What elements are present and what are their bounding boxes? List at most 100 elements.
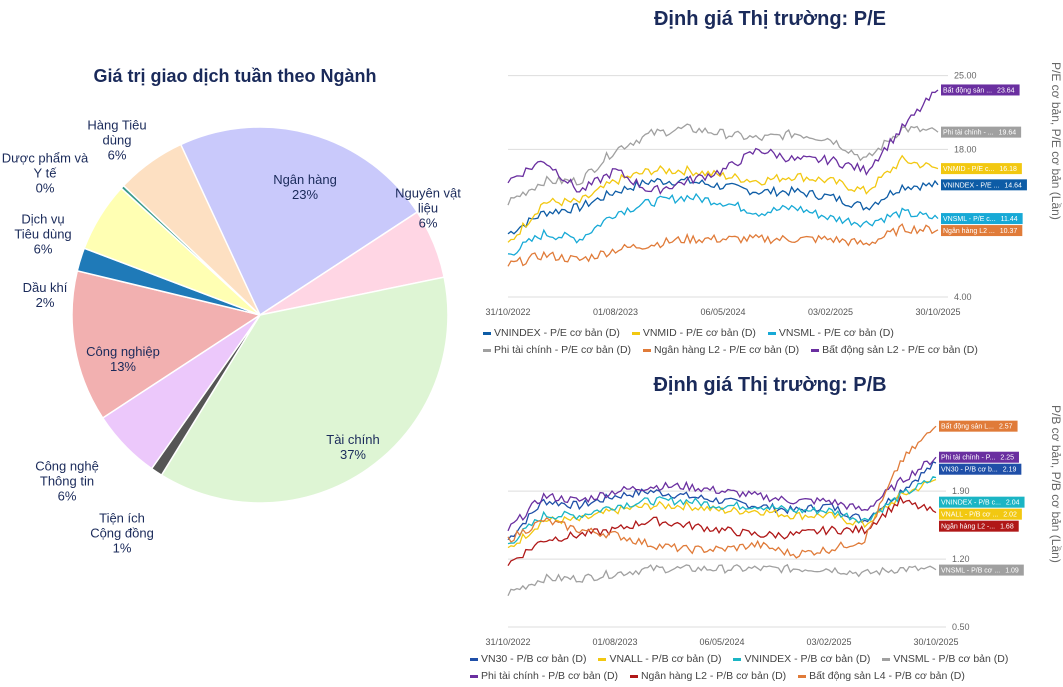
legend-swatch xyxy=(470,657,478,661)
value-tag-bg xyxy=(939,420,1018,432)
legend-label: VNSML - P/E cơ bản (D) xyxy=(778,327,894,339)
pie-label: Nguyên vật liệu 6% xyxy=(395,186,461,231)
pie-label: Ngân hàng 23% xyxy=(273,172,337,202)
legend-swatch xyxy=(629,674,638,678)
series-value-label: Ngân hàng L2 -... 1.68 xyxy=(939,520,1019,532)
value-tag-name: VNSML - P/B cơ ... xyxy=(941,568,1000,575)
pe-chart: 4.00 18.00 25.00 31/10/2022 01/08/2023 06/05/… xyxy=(485,71,1027,317)
series-value-label: Bất động sản L... 2.57 xyxy=(939,420,1018,432)
x-tick-label: 03/02/2025 xyxy=(806,637,851,645)
legend-label: Ngân hàng L2 - P/B cơ bản (D) xyxy=(640,670,787,682)
y-tick-label: 18.00 xyxy=(954,144,977,154)
pie-slice xyxy=(160,276,449,504)
legend-swatch xyxy=(483,331,491,335)
pie-label: Tiện ích Cộng đồng 1% xyxy=(90,511,154,556)
value-tag-name: Ngân hàng L2 -... xyxy=(941,524,995,531)
pie-slice xyxy=(122,143,261,316)
pie-label-name: Dịch vụ Tiêu dùng xyxy=(14,211,72,242)
value-tag-value: 2.02 xyxy=(1003,512,1017,519)
value-tag-bg xyxy=(941,84,1020,96)
series-line xyxy=(507,123,939,206)
legend-item[interactable]: VNSML - P/E cơ bản (D) xyxy=(767,327,894,339)
legend-item[interactable]: VNINDEX - P/E cơ bản (D) xyxy=(483,327,620,339)
series-line xyxy=(507,223,939,267)
series-line xyxy=(507,475,937,545)
series-line xyxy=(507,495,937,567)
legend-label: Bất động sản L4 - P/B cơ bản (D) xyxy=(809,670,965,682)
pie-label-name: Dược phẩm và Y tế xyxy=(1,150,89,181)
pie-label: Hàng Tiêu dùng 6% xyxy=(87,118,146,163)
legend-item[interactable]: Ngân hàng L2 - P/B cơ bản (D) xyxy=(629,670,787,682)
legend-swatch xyxy=(767,331,776,335)
series-value-label: VNINDEX - P/E ... 14.64 xyxy=(941,179,1027,191)
value-tag-name: Ngân hàng L2 ... xyxy=(943,228,995,235)
legend-item[interactable]: VNALL - P/B cơ bản (D) xyxy=(598,653,722,665)
legend-item[interactable]: Ngân hàng L2 - P/E cơ bản (D) xyxy=(642,344,800,356)
value-tag-value: 2.04 xyxy=(1006,500,1020,507)
x-tick-label: 01/08/2023 xyxy=(593,307,638,317)
series-value-label: VNMID - P/E c... 16.18 xyxy=(941,163,1022,175)
pie-label-name: Ngân hàng xyxy=(273,172,337,187)
value-tag-name: VNINDEX - P/B c... xyxy=(941,500,1001,507)
pie-label-name: Tài chính xyxy=(326,432,380,447)
x-tick-label: 30/10/2025 xyxy=(915,307,960,317)
value-tag-value: 14.64 xyxy=(1004,182,1022,189)
legend-swatch xyxy=(470,674,478,678)
legend-item[interactable]: VN30 - P/B cơ bản (D) xyxy=(470,653,587,665)
legend-label: Ngân hàng L2 - P/E cơ bản (D) xyxy=(653,344,800,356)
pe-title: Định giá Thị trường: P/E xyxy=(653,8,887,30)
series-line xyxy=(507,89,939,195)
value-tag-bg xyxy=(939,463,1022,475)
y-tick-label: 1.90 xyxy=(952,486,970,496)
pie-label-name: Hàng Tiêu dùng xyxy=(87,117,147,148)
legend-label: VNMID - P/E cơ bản (D) xyxy=(642,327,756,339)
series-line xyxy=(507,425,937,559)
value-tag-value: 16.18 xyxy=(999,166,1017,173)
y-tick-label: 4.00 xyxy=(954,292,972,302)
legend-item[interactable]: VNINDEX - P/B cơ bản (D) xyxy=(733,653,870,665)
pe-axis-title: P/E cơ bản, P/E cơ bản (Lần) xyxy=(1049,62,1063,220)
x-tick-label: 30/10/2025 xyxy=(913,637,958,645)
value-tag-value: 2.25 xyxy=(1000,455,1014,462)
value-tag-bg xyxy=(941,179,1027,191)
legend-item[interactable]: Phi tài chính - P/E cơ bản (D) xyxy=(483,344,631,356)
value-tag-name: Phi tài chính - P... xyxy=(941,455,995,462)
legend-swatch xyxy=(642,348,651,352)
pie-label: Tài chính 37% xyxy=(326,432,379,462)
value-tag-value: 1.09 xyxy=(1005,568,1019,575)
legend-swatch xyxy=(598,657,607,661)
pie-label-name: Nguyên vật liệu xyxy=(395,185,461,216)
value-tag-value: 11.44 xyxy=(1001,216,1018,223)
pie-slice xyxy=(71,269,262,419)
value-tag-name: VN30 - P/B cơ b... xyxy=(941,467,998,474)
value-tag-bg xyxy=(941,126,1022,138)
value-tag-name: VNSML - P/E c... xyxy=(943,216,996,223)
pie-label: Dược phẩm và Y tế 0% xyxy=(2,151,89,196)
series-value-label: VN30 - P/B cơ b... 2.19 xyxy=(939,463,1022,475)
pie-label-name: Tiện ích Cộng đồng xyxy=(90,510,154,541)
pie-label-value: 2% xyxy=(35,295,55,310)
value-tag-name: VNALL - P/B cơ ... xyxy=(941,512,998,519)
series-value-label: Phi tài chính - ... 19.64 xyxy=(941,126,1022,138)
value-tag-value: 23.64 xyxy=(997,87,1015,94)
legend-item[interactable]: Phi tài chính - P/B cơ bản (D) xyxy=(470,670,618,682)
value-tag-value: 10.37 xyxy=(1000,228,1018,235)
pb-legend: VN30 - P/B cơ bản (D) VNALL - P/B cơ bản… xyxy=(470,651,1030,685)
x-tick-label: 06/05/2024 xyxy=(700,307,745,317)
legend-item[interactable]: Bất động sản L2 - P/E cơ bản (D) xyxy=(811,344,978,356)
value-tag-bg xyxy=(941,163,1022,175)
legend-item[interactable]: Bất động sản L4 - P/B cơ bản (D) xyxy=(798,670,965,682)
value-tag-bg xyxy=(941,225,1023,237)
pie-label-value: 6% xyxy=(107,147,127,163)
value-tag-bg xyxy=(939,451,1019,463)
legend-label: VNINDEX - P/B cơ bản (D) xyxy=(744,653,871,665)
legend-item[interactable]: VNSML - P/B cơ bản (D) xyxy=(882,653,1008,665)
value-tag-value: 2.19 xyxy=(1003,467,1017,474)
legend-swatch xyxy=(733,657,742,661)
series-value-label: VNALL - P/B cơ ... 2.02 xyxy=(939,508,1022,520)
series-value-label: Phi tài chính - P... 2.25 xyxy=(939,451,1019,463)
legend-item[interactable]: VNMID - P/E cơ bản (D) xyxy=(631,327,756,339)
x-tick-label: 31/10/2022 xyxy=(485,307,530,317)
x-tick-label: 01/08/2023 xyxy=(592,637,637,645)
legend-label: Phi tài chính - P/B cơ bản (D) xyxy=(481,670,619,682)
